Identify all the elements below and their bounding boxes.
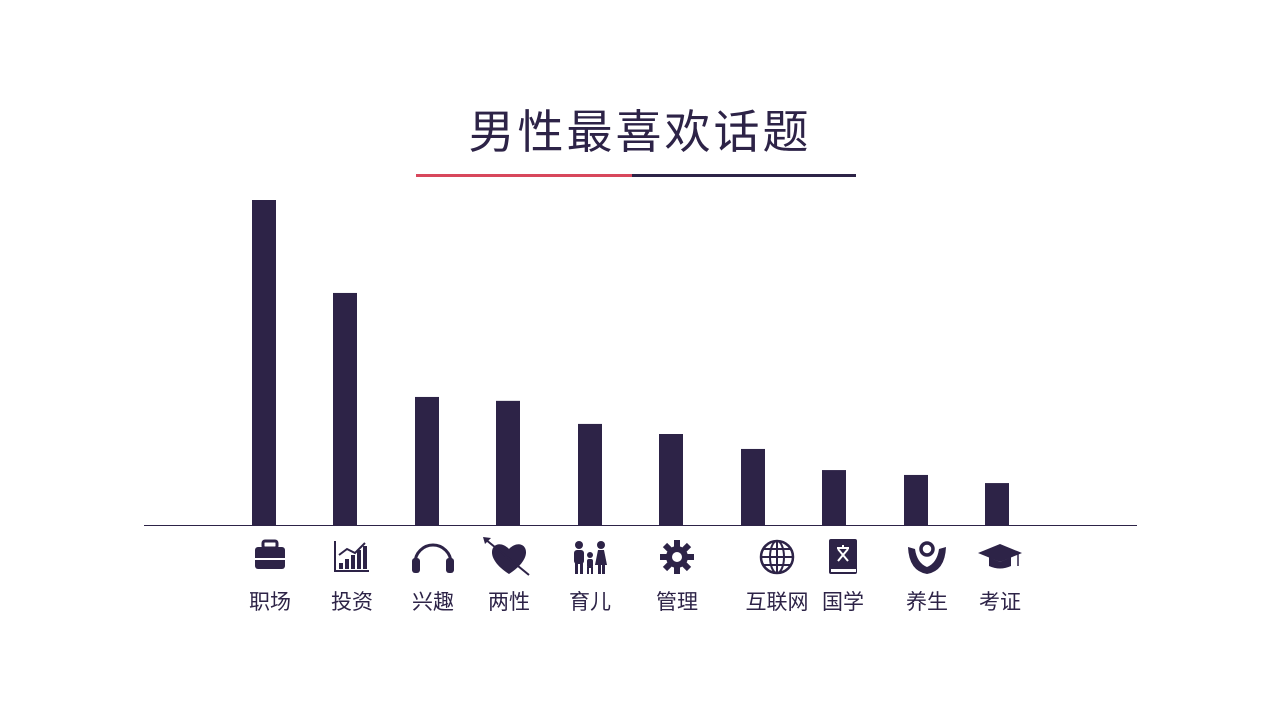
- bar-8: [822, 470, 846, 525]
- title-underline: [632, 174, 856, 177]
- x-tick-label: 职场: [249, 590, 291, 614]
- bar-2: [333, 292, 357, 525]
- bar-10: [985, 483, 1009, 525]
- x-tick-label: 养生: [906, 590, 948, 614]
- chart-title: 男性最喜欢话题: [468, 105, 812, 159]
- x-tick-label: 兴趣: [412, 590, 454, 614]
- x-tick-label: 两性: [488, 590, 530, 614]
- bar-4: [496, 400, 520, 525]
- book-icon: [829, 539, 857, 574]
- x-tick-label: 管理: [656, 590, 698, 614]
- x-tick-label: 育儿: [569, 590, 611, 614]
- bar-5: [578, 423, 602, 525]
- chart-icon: [334, 541, 369, 572]
- bar-7: [741, 448, 765, 525]
- bar-6: [659, 434, 683, 525]
- bar-1: [252, 200, 276, 525]
- bar-9: [904, 474, 928, 525]
- x-tick-label: 投资: [331, 590, 373, 614]
- briefcase-icon: [255, 539, 285, 569]
- heart-arrow-icon: [483, 537, 530, 576]
- title-underline-accent: [416, 174, 632, 177]
- x-tick-label: 考证: [979, 590, 1021, 614]
- x-tick-label: 互联网: [746, 590, 809, 614]
- x-tick-label: 国学: [822, 590, 864, 614]
- bar-3: [415, 396, 439, 525]
- globe-icon: [759, 539, 795, 575]
- headphones-icon: [412, 543, 454, 573]
- gear-icon: [660, 540, 694, 574]
- hands-person-icon: [908, 541, 946, 574]
- family-icon: [574, 541, 607, 574]
- graduation-cap-icon: [978, 544, 1022, 569]
